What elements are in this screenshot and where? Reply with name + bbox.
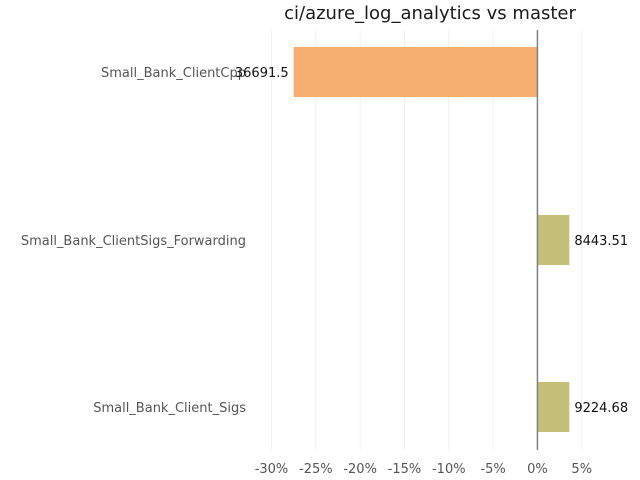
bar <box>293 47 538 97</box>
category-labels: Small_Bank_ClientCpp Small_Bank_ClientSig… <box>21 66 246 416</box>
chart-title: ci/azure_log_analytics vs master <box>284 3 576 24</box>
bar <box>537 382 570 432</box>
category-label: Small_Bank_ClientSigs_Forwarding <box>21 234 246 249</box>
data-labels: 36691.5 8443.51 9224.68 <box>235 66 628 416</box>
x-tick-label: -30% <box>255 462 289 477</box>
x-tick-label: -10% <box>432 462 466 477</box>
bar <box>537 215 570 265</box>
x-tick-label: -5% <box>480 462 505 477</box>
x-tick-label: -25% <box>299 462 333 477</box>
bars <box>293 47 570 432</box>
x-axis-ticks: -30% -25% -20% -15% -10% -5% 0% 5% <box>255 462 592 477</box>
category-label: Small_Bank_ClientCpp <box>101 66 246 81</box>
x-tick-label: 5% <box>571 462 592 477</box>
x-tick-label: 0% <box>527 462 548 477</box>
category-label: Small_Bank_Client_Sigs <box>93 401 246 416</box>
data-label: 9224.68 <box>574 401 628 416</box>
data-label: 8443.51 <box>574 234 628 249</box>
data-label: 36691.5 <box>235 66 289 81</box>
x-tick-label: -15% <box>388 462 422 477</box>
x-tick-label: -20% <box>343 462 377 477</box>
